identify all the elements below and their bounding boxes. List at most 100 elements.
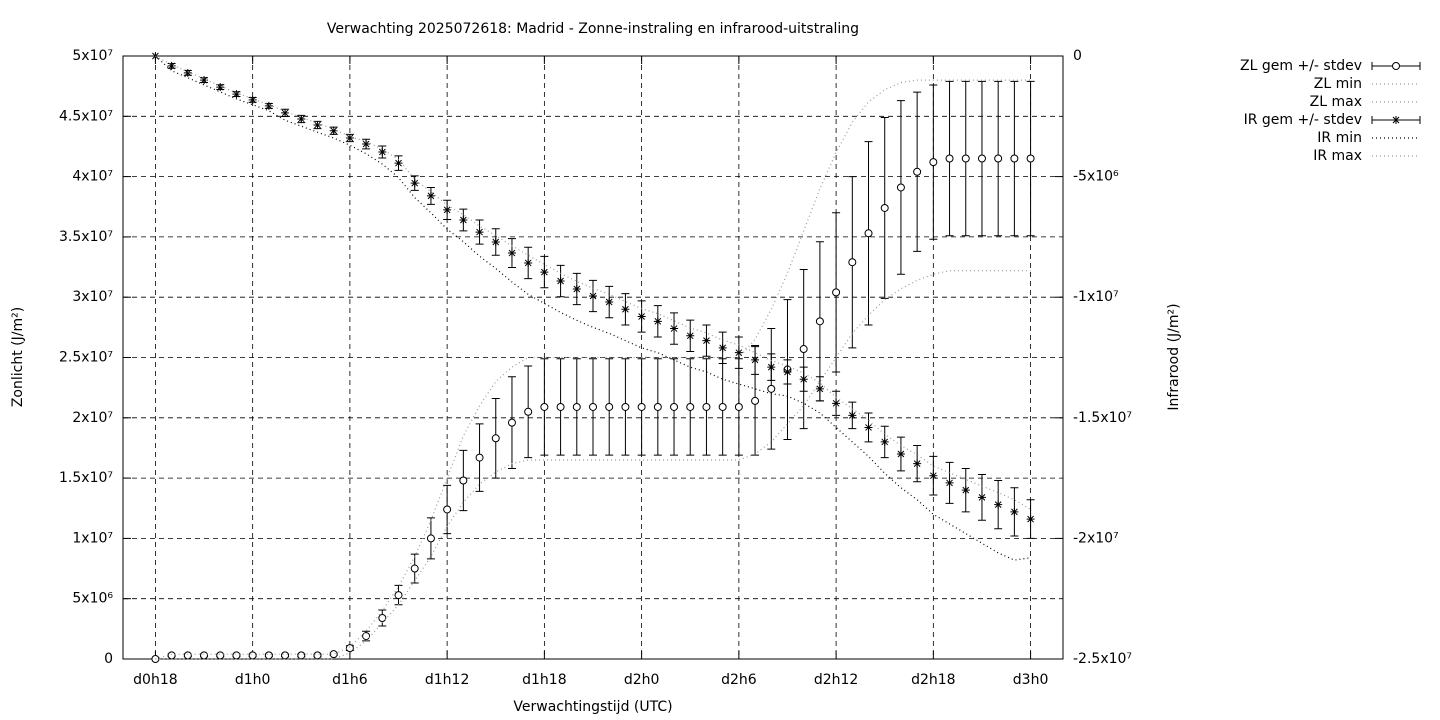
marker <box>718 402 727 411</box>
legend-label: IR max <box>1313 148 1362 164</box>
marker <box>945 154 954 163</box>
marker <box>426 191 435 200</box>
y2-tick-label: -1.5x10⁷ <box>1073 410 1132 426</box>
marker <box>183 68 192 77</box>
legend-label: IR gem +/- stdev <box>1244 112 1362 128</box>
marker <box>751 355 760 364</box>
marker <box>281 651 290 660</box>
marker <box>670 402 679 411</box>
marker <box>556 402 565 411</box>
marker <box>524 407 533 416</box>
x-tick-label: d1h6 <box>332 672 368 688</box>
marker <box>653 402 662 411</box>
y-tick-label: 2.5x10⁷ <box>59 350 113 366</box>
x-tick-label: d1h12 <box>425 672 469 688</box>
marker <box>459 216 468 225</box>
marker <box>1010 154 1019 163</box>
y2-tick-label: -5x10⁶ <box>1073 169 1119 185</box>
marker <box>913 167 922 176</box>
marker <box>589 291 597 300</box>
marker <box>572 402 581 411</box>
marker <box>702 336 711 345</box>
marker <box>783 367 792 376</box>
legend-label: ZL max <box>1310 94 1362 110</box>
y-tick-label: 1x10⁷ <box>72 530 113 546</box>
series-line <box>155 270 1031 660</box>
marker <box>362 140 371 149</box>
marker <box>264 101 273 110</box>
marker <box>832 399 841 408</box>
y-tick-label: 3x10⁷ <box>72 289 113 305</box>
marker <box>362 632 371 641</box>
marker <box>394 591 403 600</box>
y-axis-label: Zonlicht (J/m²) <box>10 307 26 407</box>
marker <box>345 134 354 143</box>
y-tick-label: 4x10⁷ <box>72 169 113 185</box>
y2-tick-label: -1x10⁷ <box>1073 289 1119 305</box>
marker <box>977 154 986 163</box>
y-tick-label: 5x10⁷ <box>72 48 113 64</box>
marker <box>929 471 938 480</box>
marker <box>216 651 225 660</box>
marker <box>200 76 209 85</box>
x-tick-label: d1h0 <box>235 672 271 688</box>
marker <box>977 493 986 502</box>
x-tick-label: d2h12 <box>814 672 858 688</box>
marker <box>524 258 533 267</box>
marker <box>475 228 484 237</box>
marker <box>216 83 225 92</box>
marker <box>556 277 565 286</box>
marker <box>1026 515 1035 524</box>
marker <box>167 61 176 70</box>
marker <box>637 312 646 321</box>
x-tick-label: d2h18 <box>911 672 955 688</box>
y-tick-label: 2x10⁷ <box>72 410 113 426</box>
x-tick-label: d3h0 <box>1013 672 1049 688</box>
marker <box>880 203 889 212</box>
marker <box>815 384 824 393</box>
marker <box>378 147 387 156</box>
marker <box>232 90 241 99</box>
marker <box>994 500 1003 509</box>
legend-label: IR min <box>1317 130 1362 146</box>
marker <box>702 402 711 411</box>
x-tick-label: d2h0 <box>624 672 660 688</box>
marker <box>621 305 630 314</box>
marker <box>848 258 857 267</box>
marker <box>670 324 679 333</box>
marker <box>507 249 516 258</box>
marker <box>232 651 241 660</box>
marker <box>605 298 614 307</box>
marker <box>832 288 841 297</box>
marker <box>945 478 954 487</box>
marker <box>329 126 338 135</box>
x-tick-label: d1h18 <box>522 672 566 688</box>
marker <box>540 402 549 411</box>
marker <box>297 114 306 123</box>
marker <box>637 402 646 411</box>
marker <box>443 205 452 214</box>
marker <box>896 449 905 458</box>
marker <box>686 331 695 340</box>
marker <box>686 402 695 411</box>
marker <box>848 411 857 420</box>
marker <box>929 158 938 167</box>
marker <box>345 644 354 653</box>
marker <box>410 179 419 188</box>
marker <box>864 229 873 238</box>
marker <box>183 651 192 660</box>
marker <box>475 453 484 462</box>
marker <box>426 534 435 543</box>
marker <box>767 384 776 393</box>
marker <box>751 396 760 405</box>
marker <box>815 317 824 326</box>
y-tick-label: 4.5x10⁷ <box>59 108 113 124</box>
marker <box>313 651 322 660</box>
marker <box>297 651 306 660</box>
marker <box>281 108 290 117</box>
marker <box>313 120 322 129</box>
x-axis-label: Verwachtingstijd (UTC) <box>513 699 672 715</box>
marker <box>410 564 419 573</box>
